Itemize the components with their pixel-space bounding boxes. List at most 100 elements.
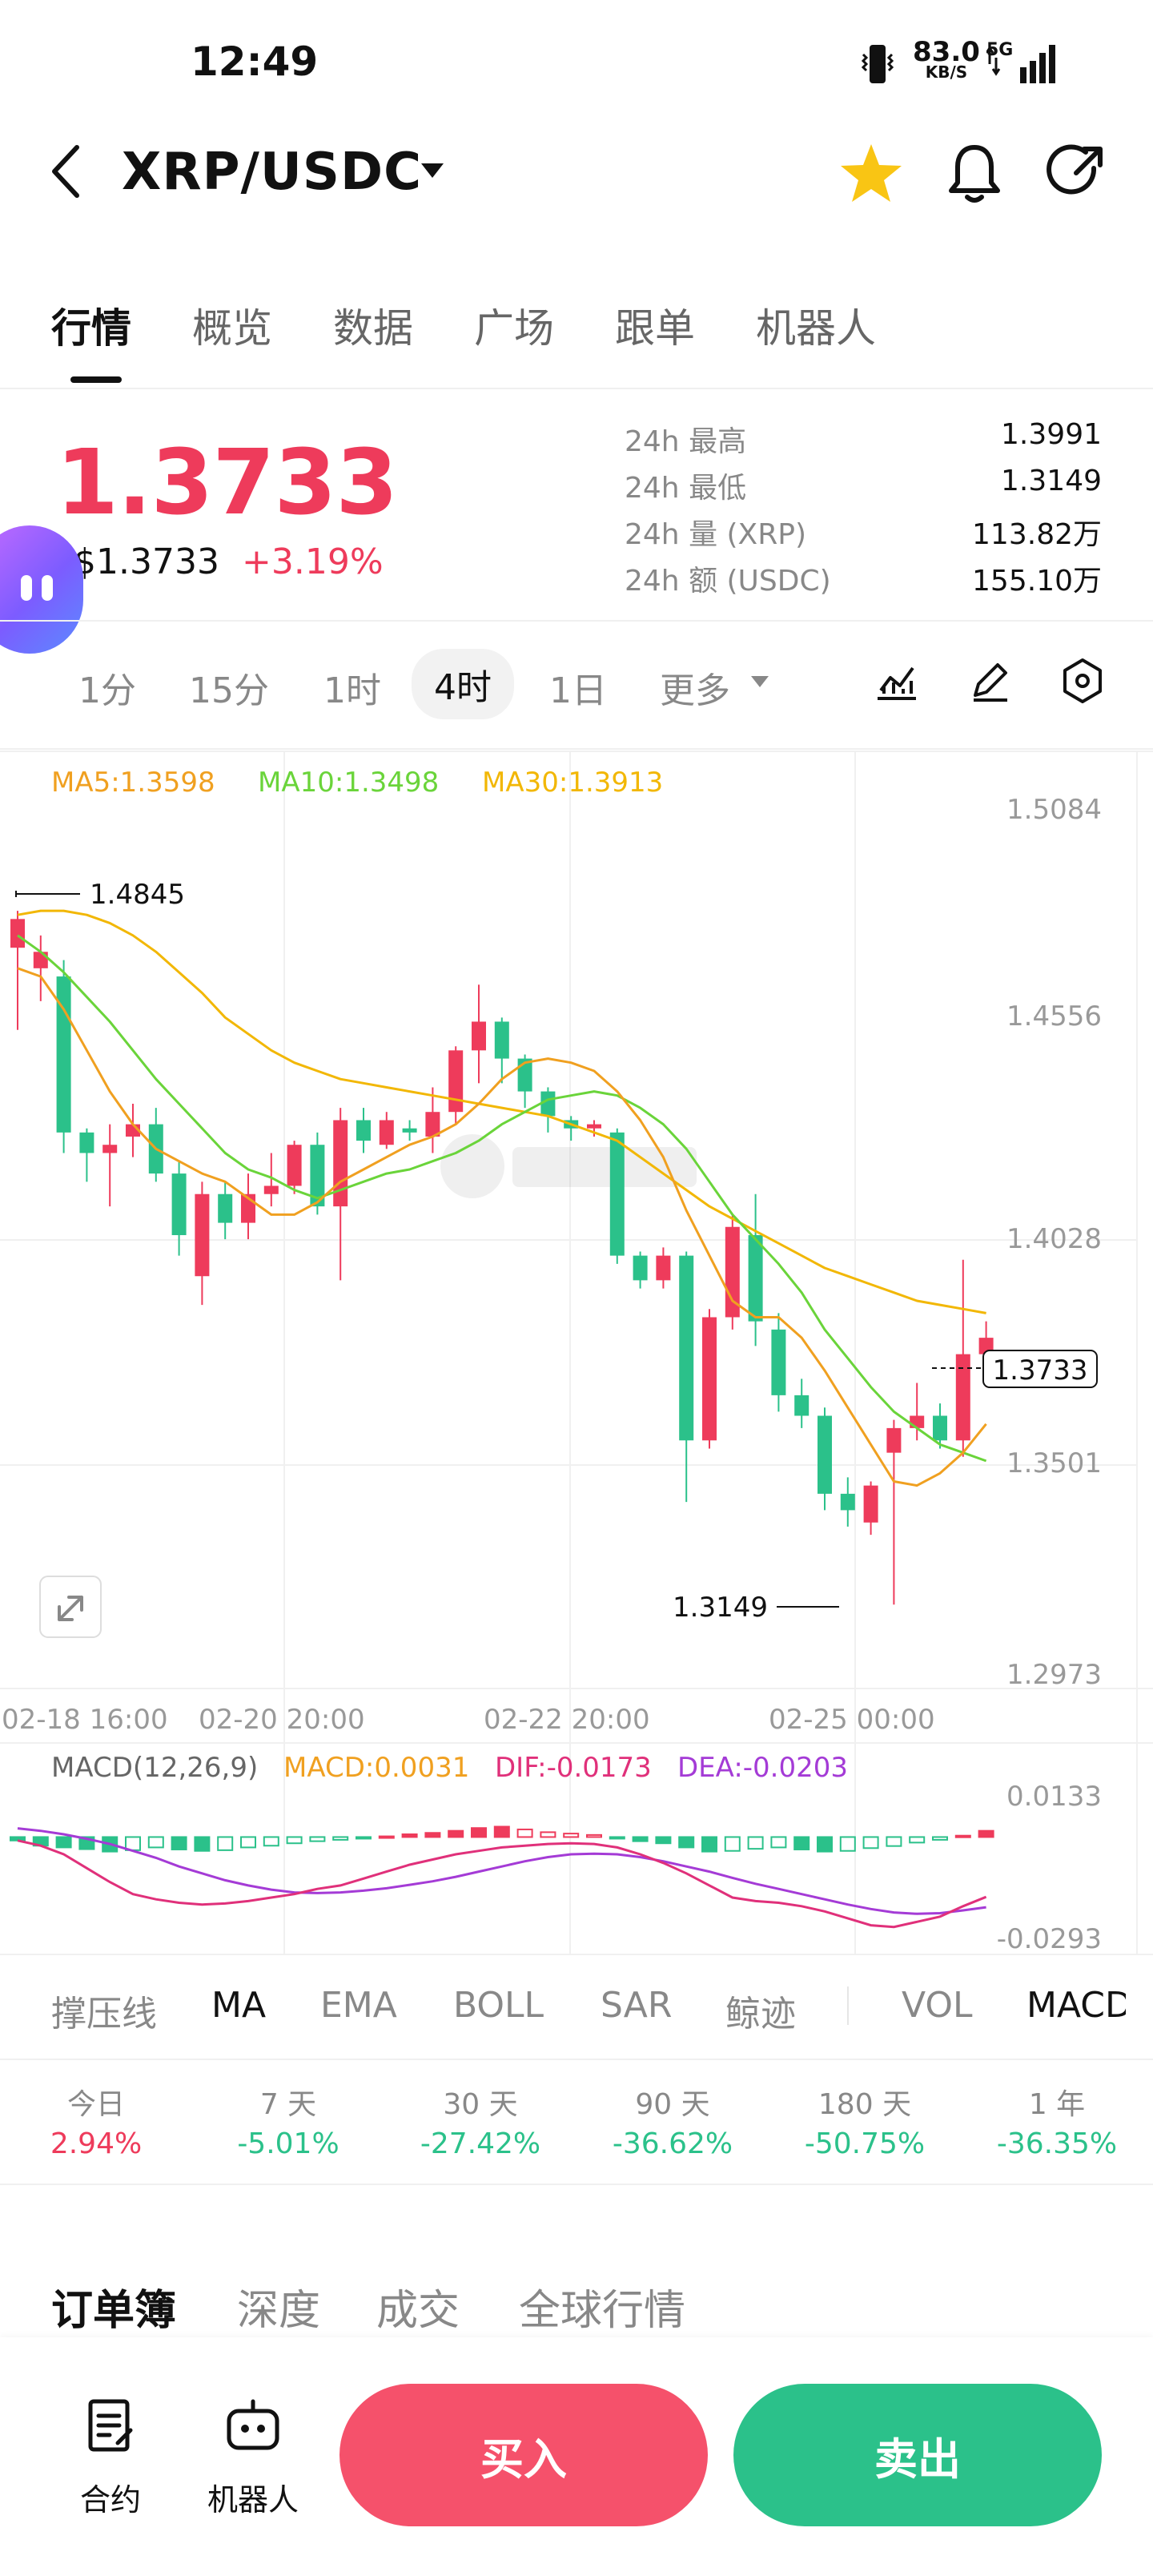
candles-layer [10,911,994,1605]
settings-hex-icon[interactable] [1059,657,1107,708]
tab-trades[interactable]: 成交 [376,2287,460,2335]
low-marker-label: 1.3149 [673,1592,768,1624]
tab-square[interactable]: 广场 [474,305,554,352]
y-tick-label: 1.5084 [1006,794,1102,826]
macd-tick-label: 0.0133 [1006,1781,1102,1813]
pair-title[interactable]: XRP/USDC [122,143,423,202]
tab-data[interactable]: 数据 [333,305,413,352]
ma5-line [17,967,987,1487]
usd-price: $1.3733 [74,541,219,582]
bot-label: 机器人 [207,2482,299,2518]
candle-body [263,1185,279,1194]
bell-icon[interactable] [946,141,1002,208]
assistant-bubble-icon[interactable] [0,525,83,654]
indicator-whale[interactable]: 鲸迹 [725,1994,796,2035]
macd-tick-label: -0.0293 [997,1923,1102,1955]
price-change-pct: +3.19% [242,541,384,582]
indicator-macd[interactable]: MACD [1026,1985,1126,2026]
divider [0,388,1153,389]
interval-15m[interactable]: 15分 [189,670,269,711]
divider [0,2059,1153,2060]
indicator-vol[interactable]: VOL [902,1985,973,2026]
interval-1d[interactable]: 1日 [549,670,607,711]
candle-body [540,1091,556,1117]
perf-label-30d: 30 天 [443,2088,518,2121]
stat-amount-value: 155.10万 [972,565,1102,598]
macd-bar [632,1836,649,1842]
tab-bot[interactable]: 机器人 [756,305,876,352]
sell-button[interactable]: 卖出 [733,2384,1102,2526]
fullscreen-icon[interactable] [39,1576,102,1638]
interval-4h[interactable]: 4时 [412,649,514,719]
macd-bar [724,1836,741,1852]
macd-bar [932,1836,948,1841]
x-tick-label: 02-22 20:00 [484,1704,650,1736]
tab-active-indicator [70,376,122,383]
macd-bar [424,1832,441,1838]
candle-body [656,1255,671,1281]
macd-bar [263,1836,279,1847]
more-dropdown-icon[interactable] [751,676,769,687]
y-tick-label: 1.4556 [1006,1000,1102,1032]
tab-market[interactable]: 行情 [51,305,131,352]
indicator-sar[interactable]: SAR [601,1985,673,2026]
y-tick-label: 1.4028 [1006,1223,1102,1255]
candle-body [609,1132,625,1256]
favorite-star-icon[interactable] [839,143,903,207]
tab-copy-trade[interactable]: 跟单 [615,305,695,352]
indicator-support-resistance[interactable]: 撑压线 [51,1994,157,2035]
perf-label-1y: 1 年 [1028,2088,1086,2121]
back-icon[interactable] [48,138,88,208]
macd-bar [217,1836,234,1851]
divider [0,620,1153,622]
share-icon[interactable] [1046,141,1110,208]
candle-body [587,1124,601,1129]
indicator-divider [847,1986,849,2025]
perf-value-today: 2.94% [50,2127,143,2160]
perf-value-1y: -36.35% [996,2127,1118,2160]
candlestick-chart[interactable]: MA5:1.3598 MA10:1.3498 MA30:1.3913 1.508… [0,750,1153,1961]
candle-body [287,1145,302,1186]
ma30-line [17,909,986,1314]
candle-body [494,1021,509,1059]
macd-bar [309,1836,326,1842]
macd-bar [747,1836,764,1850]
tab-order-book[interactable]: 订单簿 [51,2287,177,2335]
indicator-boll[interactable]: BOLL [453,1985,544,2026]
contract-label: 合约 [79,2482,141,2518]
bot-nav[interactable]: 机器人 [197,2395,309,2518]
contract-nav[interactable]: 合约 [69,2395,152,2518]
indicator-ma[interactable]: MA [211,1985,267,2026]
interval-more[interactable]: 更多 [660,670,730,711]
y-tick-label: 1.3501 [1006,1447,1102,1479]
macd-bar [55,1836,72,1849]
macd-bar [586,1833,602,1838]
buy-button[interactable]: 买入 [339,2384,708,2526]
macd-bar [471,1827,487,1838]
macd-bar [147,1836,164,1849]
candle-body [195,1193,210,1277]
dea-line [17,1827,986,1915]
macd-bar [978,1829,994,1838]
indicator-ema[interactable]: EMA [320,1985,397,2026]
candle-body [402,1128,417,1133]
stat-volume-label: 24h 量 (XRP) [625,518,806,551]
interval-1h[interactable]: 1时 [323,670,381,711]
macd-bar [770,1836,787,1849]
candle-body [33,952,48,968]
pair-dropdown-icon[interactable] [421,163,444,178]
stat-high-label: 24h 最高 [625,425,747,458]
tab-overview[interactable]: 概览 [192,305,272,352]
macd-bar [401,1833,418,1838]
macd-bar [194,1836,211,1852]
tab-global-market[interactable]: 全球行情 [519,2287,686,2335]
draw-pen-icon[interactable] [967,658,1012,706]
interval-1m[interactable]: 1分 [78,670,136,711]
stat-volume-value: 113.82万 [972,518,1102,551]
macd-bar [609,1836,625,1840]
tab-depth[interactable]: 深度 [237,2287,321,2335]
indicator-chart-icon[interactable] [874,658,919,706]
macd-bar [909,1836,926,1844]
ma5-legend: MA5:1.3598 [51,767,215,799]
macd-bar [240,1836,256,1849]
